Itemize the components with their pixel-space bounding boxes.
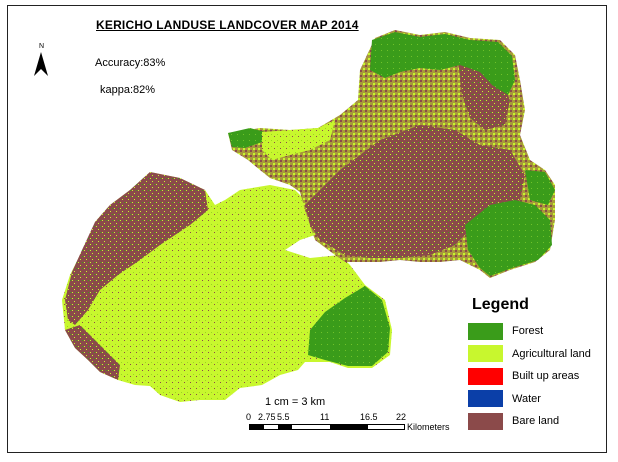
bare-land-southwest — [65, 325, 120, 380]
legend-item-agricultural: Agricultural land — [468, 343, 598, 366]
legend: Legend Forest Agricultural land Built up… — [468, 296, 598, 433]
forest-swatch — [468, 322, 503, 340]
forest-northwest-strip — [228, 128, 265, 148]
accuracy-text: Accuracy:83% — [95, 57, 166, 69]
legend-label: Agricultural land — [512, 347, 591, 360]
legend-item-builtup: Built up areas — [468, 365, 598, 388]
map-frame — [7, 5, 607, 453]
agri-north-strip — [262, 120, 335, 160]
forest-east-small — [525, 170, 555, 205]
north-label: N — [39, 43, 45, 50]
bareland-swatch — [468, 412, 503, 430]
legend-title: Legend — [472, 296, 529, 313]
scale-bar — [249, 424, 405, 430]
legend-label: Forest — [512, 325, 544, 338]
bare-land-west — [65, 172, 208, 325]
water-swatch — [468, 390, 503, 408]
map-title: KERICHO LANDUSE LANDCOVER MAP 2014 — [96, 18, 359, 32]
legend-label: Built up areas — [512, 370, 580, 383]
forest-east — [465, 200, 552, 276]
legend-item-forest: Forest — [468, 320, 598, 343]
legend-item-water: Water — [468, 388, 598, 411]
builtup-swatch — [468, 367, 503, 385]
north-arrow-icon — [34, 52, 48, 76]
scale-ticks: 0 2.75 5.5 11 16.5 22 — [244, 412, 464, 424]
scale-tick: 2.75 — [258, 412, 276, 422]
forest-northeast — [370, 32, 515, 95]
legend-label: Bare land — [512, 415, 560, 428]
scale-tick: 0 — [246, 412, 252, 422]
scale-tick: 16.5 — [360, 412, 378, 422]
scale-tick: 5.5 — [277, 412, 290, 422]
forest-southeast — [308, 286, 390, 366]
scale-tick: 11 — [320, 412, 330, 422]
scale-tick: 22 — [396, 412, 407, 422]
scale-ratio: 1 cm = 3 km — [265, 396, 326, 408]
agricultural-swatch — [468, 345, 503, 363]
legend-label: Water — [512, 392, 541, 405]
kappa-text: kappa:82% — [100, 84, 156, 96]
north-arrow: N — [33, 43, 53, 79]
scale-units: Kilometers — [407, 422, 450, 432]
legend-item-bareland: Bare land — [468, 410, 598, 433]
